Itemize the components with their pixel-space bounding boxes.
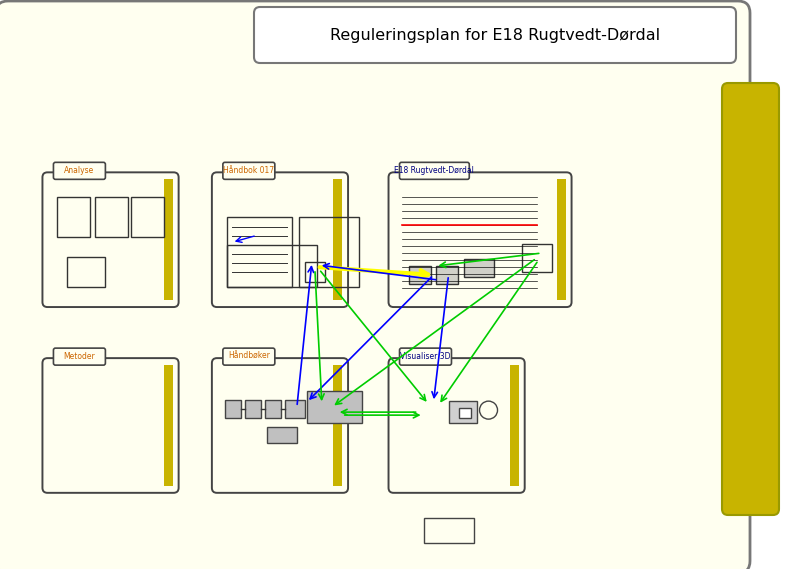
Text: Håndbok 017: Håndbok 017: [223, 166, 275, 175]
Bar: [307, 391, 362, 423]
FancyBboxPatch shape: [212, 358, 348, 493]
FancyBboxPatch shape: [388, 358, 525, 493]
Text: E18 Rugtvedt-Dørdal: E18 Rugtvedt-Dørdal: [394, 166, 474, 175]
FancyBboxPatch shape: [42, 172, 179, 307]
FancyBboxPatch shape: [223, 162, 275, 179]
Bar: [409, 266, 430, 284]
FancyBboxPatch shape: [0, 1, 750, 569]
Text: Analyse: Analyse: [64, 166, 95, 175]
Bar: [163, 179, 173, 300]
Bar: [436, 266, 457, 284]
Bar: [67, 257, 106, 287]
Text: Metoder: Metoder: [63, 352, 95, 361]
Bar: [305, 262, 325, 282]
FancyBboxPatch shape: [722, 83, 779, 515]
FancyBboxPatch shape: [254, 7, 736, 63]
FancyBboxPatch shape: [54, 348, 106, 365]
Bar: [557, 179, 566, 300]
FancyBboxPatch shape: [400, 162, 469, 179]
Bar: [227, 217, 292, 287]
Text: Reguleringsplan for E18 Rugtvedt-Dørdal: Reguleringsplan for E18 Rugtvedt-Dørdal: [330, 27, 660, 43]
Bar: [58, 197, 91, 237]
Bar: [95, 197, 128, 237]
Bar: [225, 400, 241, 418]
Bar: [299, 217, 359, 287]
Bar: [131, 197, 164, 237]
FancyBboxPatch shape: [212, 172, 348, 307]
Bar: [163, 365, 173, 486]
Bar: [227, 245, 317, 287]
FancyBboxPatch shape: [400, 348, 452, 365]
Bar: [509, 365, 519, 486]
Bar: [333, 365, 342, 486]
Bar: [333, 179, 342, 300]
FancyBboxPatch shape: [223, 348, 275, 365]
Bar: [458, 408, 470, 418]
Bar: [464, 259, 493, 277]
Bar: [265, 400, 281, 418]
Bar: [424, 518, 473, 543]
Text: Visualiser 3D: Visualiser 3D: [400, 352, 451, 361]
Text: Håndbøker: Håndbøker: [228, 352, 270, 361]
Bar: [245, 400, 261, 418]
FancyBboxPatch shape: [388, 172, 572, 307]
FancyBboxPatch shape: [42, 358, 179, 493]
Bar: [449, 401, 477, 423]
FancyBboxPatch shape: [54, 162, 106, 179]
Bar: [285, 400, 305, 418]
Bar: [267, 427, 297, 443]
Bar: [521, 244, 552, 272]
